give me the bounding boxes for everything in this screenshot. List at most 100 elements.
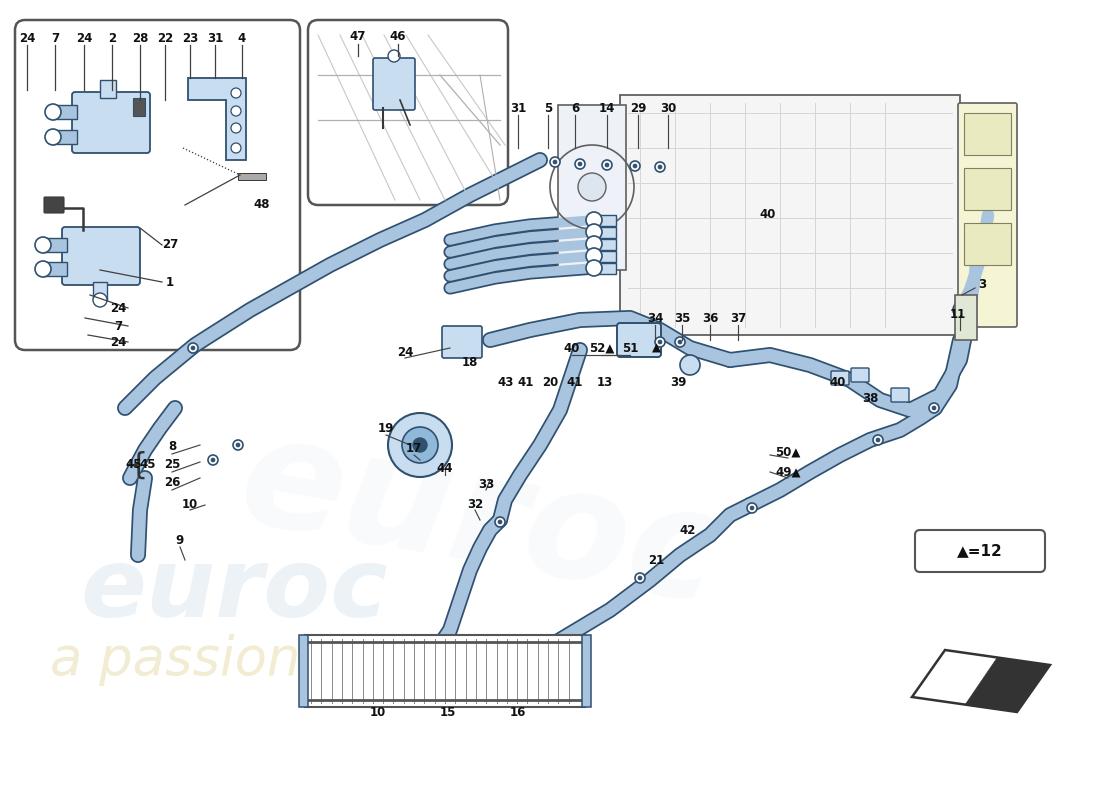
Bar bbox=[43, 238, 67, 252]
FancyBboxPatch shape bbox=[72, 92, 150, 153]
Circle shape bbox=[602, 160, 612, 170]
Text: 16: 16 bbox=[509, 706, 526, 718]
Text: 17: 17 bbox=[406, 442, 422, 454]
Text: 44: 44 bbox=[437, 462, 453, 474]
Text: 47: 47 bbox=[350, 30, 366, 43]
Polygon shape bbox=[965, 658, 1050, 712]
Text: ▲: ▲ bbox=[651, 342, 660, 354]
Text: {: { bbox=[129, 450, 149, 479]
Bar bbox=[100, 80, 116, 98]
Bar bbox=[238, 173, 266, 180]
Circle shape bbox=[930, 403, 939, 413]
Circle shape bbox=[578, 173, 606, 201]
Circle shape bbox=[873, 435, 883, 445]
Circle shape bbox=[876, 438, 880, 442]
Text: 35: 35 bbox=[674, 311, 690, 325]
Circle shape bbox=[575, 159, 585, 169]
Text: 6: 6 bbox=[571, 102, 579, 114]
Text: 29: 29 bbox=[630, 102, 646, 114]
Circle shape bbox=[412, 438, 427, 452]
Text: 34: 34 bbox=[647, 311, 663, 325]
Bar bbox=[620, 95, 960, 335]
Circle shape bbox=[94, 293, 107, 307]
Text: 26: 26 bbox=[164, 477, 180, 490]
Text: 41: 41 bbox=[566, 375, 583, 389]
Text: 8: 8 bbox=[168, 441, 176, 454]
Text: 30: 30 bbox=[660, 102, 676, 114]
Text: 7: 7 bbox=[51, 31, 59, 45]
Circle shape bbox=[236, 443, 240, 447]
Circle shape bbox=[654, 162, 666, 172]
Text: 19: 19 bbox=[377, 422, 394, 434]
FancyBboxPatch shape bbox=[617, 323, 661, 357]
Circle shape bbox=[638, 576, 642, 580]
Text: 9: 9 bbox=[176, 534, 184, 546]
Text: 24: 24 bbox=[110, 302, 126, 314]
Text: 32: 32 bbox=[466, 498, 483, 510]
FancyBboxPatch shape bbox=[15, 20, 300, 350]
Circle shape bbox=[630, 161, 640, 171]
Bar bbox=[53, 105, 77, 119]
FancyBboxPatch shape bbox=[851, 368, 869, 382]
Circle shape bbox=[586, 236, 602, 252]
Text: 48: 48 bbox=[254, 198, 271, 211]
Circle shape bbox=[231, 143, 241, 153]
Circle shape bbox=[495, 517, 505, 527]
Circle shape bbox=[658, 340, 662, 344]
Text: 38: 38 bbox=[861, 391, 878, 405]
Circle shape bbox=[191, 346, 195, 350]
Circle shape bbox=[654, 337, 666, 347]
Circle shape bbox=[747, 503, 757, 513]
Circle shape bbox=[388, 413, 452, 477]
Text: 31: 31 bbox=[207, 31, 223, 45]
Bar bbox=[558, 105, 626, 270]
Circle shape bbox=[678, 340, 682, 344]
Text: 13: 13 bbox=[597, 375, 613, 389]
FancyBboxPatch shape bbox=[62, 227, 140, 285]
FancyBboxPatch shape bbox=[891, 388, 909, 402]
Text: 24: 24 bbox=[76, 31, 92, 45]
Bar bbox=[594, 215, 616, 226]
Circle shape bbox=[402, 427, 438, 463]
Circle shape bbox=[550, 157, 560, 167]
Text: 51: 51 bbox=[621, 342, 638, 354]
Text: 5: 5 bbox=[543, 102, 552, 114]
Circle shape bbox=[658, 165, 662, 169]
Bar bbox=[594, 227, 616, 238]
Circle shape bbox=[231, 88, 241, 98]
Text: 52▲: 52▲ bbox=[590, 342, 615, 354]
Circle shape bbox=[231, 123, 241, 133]
Bar bbox=[582, 635, 591, 707]
Text: 22: 22 bbox=[157, 31, 173, 45]
Circle shape bbox=[388, 50, 400, 62]
Text: 45: 45 bbox=[140, 458, 156, 471]
Text: 40: 40 bbox=[829, 375, 846, 389]
Bar bbox=[594, 239, 616, 250]
Text: 39: 39 bbox=[670, 375, 686, 389]
Text: 41: 41 bbox=[518, 375, 535, 389]
Text: 42: 42 bbox=[680, 523, 696, 537]
Circle shape bbox=[578, 162, 582, 166]
FancyBboxPatch shape bbox=[308, 20, 508, 205]
Text: 25: 25 bbox=[164, 458, 180, 471]
Text: 49▲: 49▲ bbox=[776, 466, 801, 478]
Bar bbox=[964, 223, 1011, 265]
Text: 1: 1 bbox=[166, 275, 174, 289]
Circle shape bbox=[498, 520, 502, 524]
FancyBboxPatch shape bbox=[958, 103, 1018, 327]
FancyBboxPatch shape bbox=[44, 197, 64, 213]
Text: 31: 31 bbox=[510, 102, 526, 114]
Text: 27: 27 bbox=[162, 238, 178, 251]
Text: 43: 43 bbox=[498, 375, 514, 389]
Bar bbox=[964, 113, 1011, 155]
Bar bbox=[133, 98, 145, 116]
FancyBboxPatch shape bbox=[830, 371, 849, 385]
Text: 23: 23 bbox=[182, 31, 198, 45]
Text: 40: 40 bbox=[564, 342, 580, 354]
Circle shape bbox=[586, 260, 602, 276]
Circle shape bbox=[586, 248, 602, 264]
Text: 21: 21 bbox=[648, 554, 664, 566]
Bar bbox=[594, 263, 616, 274]
Bar bbox=[299, 635, 308, 707]
Text: 3: 3 bbox=[978, 278, 986, 291]
